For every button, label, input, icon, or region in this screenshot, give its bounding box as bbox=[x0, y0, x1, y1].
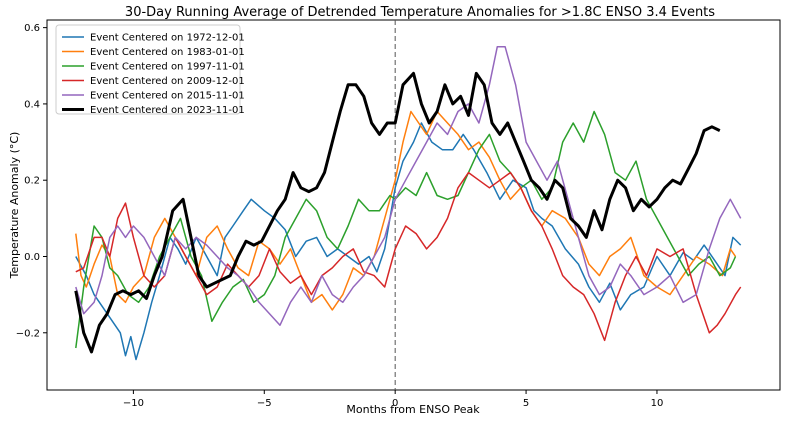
x-tick-label: 10 bbox=[651, 398, 664, 409]
legend-label-3: Event Centered on 2009-12-01 bbox=[90, 76, 245, 87]
series-line-4 bbox=[75, 45, 742, 326]
y-axis-label: Temperature Anomaly (°C) bbox=[8, 132, 21, 280]
y-tick-label: 0.2 bbox=[24, 176, 40, 187]
legend-label-1: Event Centered on 1983-01-01 bbox=[90, 47, 245, 58]
legend-label-0: Event Centered on 1972-12-01 bbox=[90, 33, 245, 44]
series-line-2 bbox=[75, 110, 737, 349]
x-tick-label: −5 bbox=[257, 398, 272, 409]
x-tick-label: 0 bbox=[392, 398, 398, 409]
x-tick-label: 5 bbox=[523, 398, 529, 409]
series-line-1 bbox=[75, 110, 737, 311]
legend-label-2: Event Centered on 1997-11-01 bbox=[90, 62, 245, 73]
legend-label-4: Event Centered on 2015-11-01 bbox=[90, 91, 245, 102]
y-tick-label: 0.4 bbox=[24, 99, 40, 110]
x-axis-label: Months from ENSO Peak bbox=[346, 403, 480, 416]
y-tick-label: 0.0 bbox=[24, 252, 40, 263]
chart-title: 30-Day Running Average of Detrended Temp… bbox=[125, 5, 715, 20]
y-tick-label: 0.6 bbox=[24, 23, 40, 34]
x-tick-label: −10 bbox=[123, 398, 144, 409]
series-line-5 bbox=[74, 71, 721, 354]
legend: Event Centered on 1972-12-01 Event Center… bbox=[55, 24, 245, 116]
legend-box bbox=[55, 24, 241, 115]
y-tick-label: −0.2 bbox=[16, 328, 40, 339]
legend-label-5: Event Centered on 2023-11-01 bbox=[90, 105, 245, 116]
